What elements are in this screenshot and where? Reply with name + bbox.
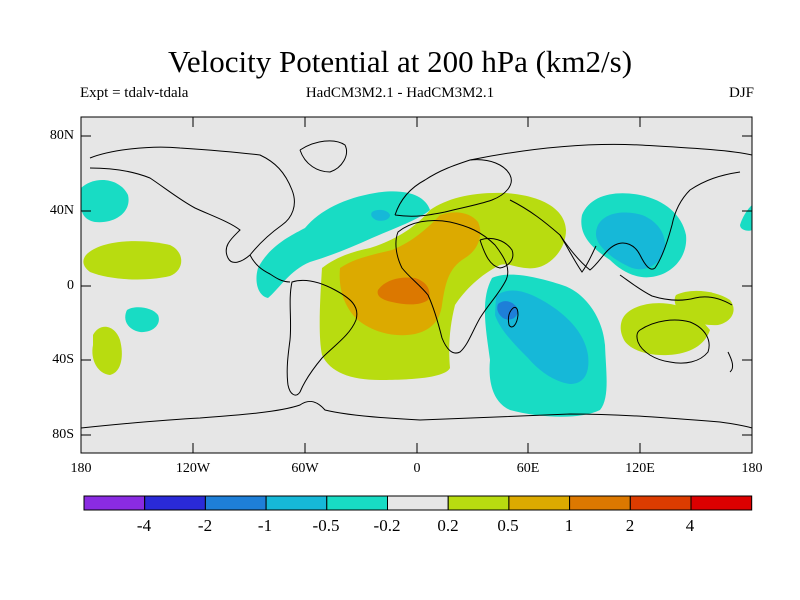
coast-antarctica — [81, 400, 752, 429]
lat-label-80n: 80N — [49, 128, 74, 143]
coast-se-asia — [619, 274, 733, 306]
coast-south-america — [286, 279, 358, 396]
lat-label-40s: 40S — [52, 352, 74, 367]
colorbar-label: -2 — [197, 516, 213, 535]
lon-label-180w: 180 — [70, 461, 92, 476]
model-label: HadCM3M2.1 - HadCM3M2.1 — [305, 85, 495, 101]
coast-asia — [469, 143, 752, 271]
colorbar-label: 1 — [564, 516, 574, 535]
colorbar-swatch — [265, 495, 328, 511]
colorbar — [83, 495, 753, 511]
colorbar-swatch — [326, 495, 388, 511]
contour-orange-atlantic — [339, 212, 481, 336]
season-label: DJF — [728, 85, 754, 101]
lat-label-0: 0 — [67, 278, 74, 293]
lon-label-60e: 60E — [516, 461, 540, 476]
lon-label-120w: 120W — [175, 461, 211, 476]
positive-contours-mid — [339, 212, 481, 336]
positive-contours-strong — [377, 277, 430, 305]
negative-contours-strong — [497, 301, 518, 320]
colorbar-label: -1 — [257, 516, 273, 535]
colorbar-label: 2 — [625, 516, 635, 535]
plot-title: Velocity Potential at 200 hPa (km2/s) — [167, 44, 633, 79]
lat-label-80s: 80S — [52, 427, 74, 442]
coast-india — [559, 234, 597, 273]
coast-australia — [636, 319, 710, 364]
coast-new-zealand — [727, 351, 734, 373]
colorbar-swatch — [569, 495, 631, 511]
lon-ticks — [192, 117, 641, 453]
coast-greenland — [299, 140, 347, 173]
lat-ticks — [81, 135, 752, 436]
lon-label-0: 0 — [413, 461, 421, 476]
contour-strong-indian — [497, 301, 518, 320]
contour-green-pacific-n — [83, 241, 182, 280]
coast-madagascar — [507, 307, 519, 328]
coastlines — [81, 140, 752, 429]
contour-cyan-pacific-ne — [81, 179, 129, 223]
coast-central-america — [249, 254, 291, 283]
colorbar-label: -0.5 — [312, 516, 340, 535]
colorbar-swatch — [83, 495, 146, 511]
lon-label-60w: 60W — [291, 461, 319, 476]
colorbar-label: -4 — [136, 516, 152, 535]
colorbar-swatch — [387, 495, 449, 511]
contour-blue-atlantic-dot — [371, 209, 390, 221]
colorbar-label: 0.2 — [437, 516, 459, 535]
contour-green-pacific-s — [92, 326, 122, 375]
colorbar-label: -0.2 — [373, 516, 401, 535]
contour-cyan-pacific-e — [125, 307, 159, 333]
coast-arabia — [479, 237, 514, 269]
colorbar-swatch — [690, 495, 753, 511]
colorbar-swatch — [204, 495, 267, 511]
coast-north-america — [89, 146, 295, 263]
colorbar-swatch — [447, 495, 510, 511]
lon-label-120e: 120E — [625, 461, 655, 476]
contour-darkorange-core — [377, 277, 430, 305]
experiment-label: Expt = tdalv-tdala — [80, 85, 189, 101]
colorbar-label: 0.5 — [497, 516, 519, 535]
colorbar-swatch — [508, 495, 571, 511]
colorbar-swatch — [144, 495, 206, 511]
contour-blue-asia-core — [595, 212, 666, 270]
lon-label-180e: 180 — [741, 461, 763, 476]
colorbar-swatch — [629, 495, 692, 511]
lat-label-40n: 40N — [49, 203, 74, 218]
coast-europe — [394, 159, 512, 217]
coast-africa — [395, 219, 509, 354]
colorbar-label: 4 — [685, 516, 695, 535]
